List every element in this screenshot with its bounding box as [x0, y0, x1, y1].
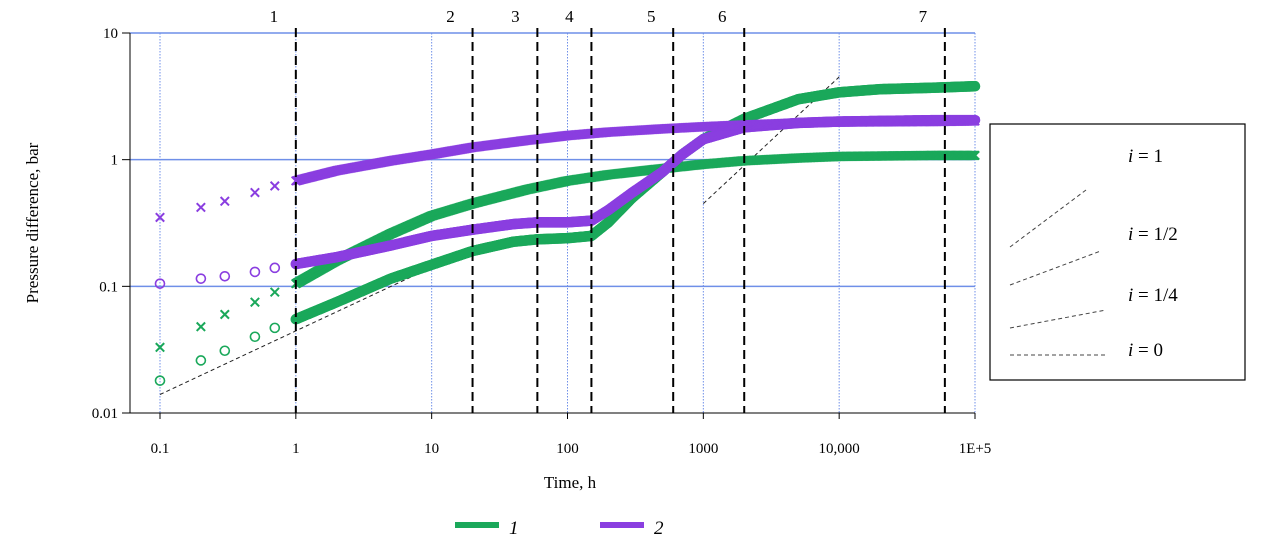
- series-legend-label: 2: [654, 518, 664, 539]
- derivative-point: [219, 309, 230, 320]
- derivative-point: [250, 187, 260, 198]
- x-axis-label: Time, h: [544, 473, 597, 492]
- chart-axes: [122, 32, 976, 419]
- derivative-point: [155, 342, 165, 353]
- pressure-point: [154, 375, 166, 386]
- slope-legend: i = 1 i = 1/2 i = 1/4 i = 0: [989, 123, 1246, 381]
- regime-label: 3: [511, 7, 520, 26]
- x-tick-label: 1000: [688, 441, 718, 457]
- legend-label: i = 1: [1128, 146, 1163, 167]
- x-tick-label: 10,000: [819, 441, 860, 457]
- y-axis-label: Pressure difference, bar: [23, 142, 42, 303]
- legend-line: [1009, 189, 1087, 248]
- pressure-point: [969, 80, 981, 92]
- pressure-point: [219, 271, 231, 282]
- legend-line: [1009, 251, 1100, 286]
- pressure-point: [154, 278, 166, 289]
- x-tick-labels: 0.1 1 10 100 1000 10,000 1E+5: [151, 441, 992, 457]
- flow-regime-boundaries: 1 2 3 4 5 6 7: [270, 7, 946, 413]
- regime-label: 1: [270, 7, 279, 26]
- pressure-point: [219, 345, 231, 357]
- legend-box: [989, 123, 1246, 381]
- pressure-point: [195, 355, 207, 366]
- derivative-point: [219, 196, 230, 207]
- derivative-point: [250, 297, 260, 308]
- y-tick-label: 1: [111, 153, 119, 169]
- x-tick-label: 10: [424, 441, 439, 457]
- derivative-point: [970, 150, 980, 161]
- series-legend-swatch: [455, 522, 499, 528]
- derivative-point: [195, 202, 206, 213]
- regime-label: 5: [647, 7, 656, 26]
- pressure-point: [269, 262, 281, 274]
- x-tick-label: 0.1: [151, 441, 170, 457]
- derivative-point: [269, 287, 280, 298]
- x-tick-label: 1: [292, 441, 300, 457]
- regime-label: 6: [718, 7, 727, 26]
- pressure-point: [249, 331, 261, 343]
- series-legend-swatch: [600, 522, 644, 528]
- pressure-point: [195, 273, 207, 284]
- y-tick-label: 0.1: [99, 279, 118, 295]
- y-tick-label: 0.01: [92, 406, 118, 422]
- pressure-point: [249, 266, 261, 278]
- derivative-point: [970, 116, 980, 126]
- y-tick-labels: 0.01 0.1 1 10: [92, 26, 118, 422]
- x-tick-label: 100: [556, 441, 579, 457]
- x-tick-label: 1E+5: [959, 441, 992, 457]
- legend-label: i = 1/4: [1128, 285, 1178, 306]
- series-legend-label: 1: [509, 518, 519, 539]
- regime-label: 2: [446, 7, 455, 26]
- regime-label: 4: [565, 7, 574, 26]
- legend-label: i = 0: [1128, 340, 1163, 361]
- y-tick-label: 10: [103, 26, 118, 42]
- regime-label: 7: [919, 7, 928, 26]
- derivative-point: [195, 321, 206, 332]
- legend-line: [1009, 310, 1104, 329]
- pressure-point: [269, 322, 281, 334]
- legend-label: i = 1/2: [1128, 224, 1178, 245]
- series-2: [154, 114, 981, 289]
- derivative-point: [269, 181, 280, 191]
- derivative-point: [155, 212, 165, 223]
- chart-marks: [154, 80, 981, 386]
